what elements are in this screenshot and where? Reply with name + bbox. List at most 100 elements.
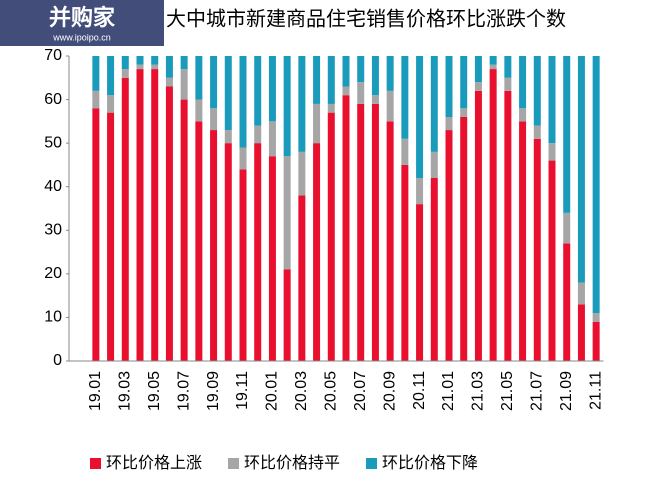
bar-segment xyxy=(210,108,218,131)
bar-segment xyxy=(548,56,556,144)
bar-segment xyxy=(313,103,321,144)
bar-segment xyxy=(445,117,453,131)
bar-segment xyxy=(283,56,291,157)
bar-segment xyxy=(460,108,468,117)
bar-segment xyxy=(474,56,482,83)
bar-segment xyxy=(533,125,541,139)
x-tick-label: 21.05 xyxy=(499,371,516,411)
legend-swatch xyxy=(90,458,101,469)
x-tick-label: 19.11 xyxy=(234,371,251,410)
bar-segment xyxy=(430,178,438,361)
bar-segment xyxy=(268,156,276,361)
watermark-name: 并购家 xyxy=(49,5,116,30)
bar-segment xyxy=(107,112,115,362)
bar-segment xyxy=(342,95,350,361)
bar-segment xyxy=(254,56,262,126)
bar-segment xyxy=(92,90,100,109)
bar-segment xyxy=(342,86,350,96)
x-tick-label: 19.03 xyxy=(117,371,134,411)
bar-segment xyxy=(327,112,335,362)
bar-segment xyxy=(386,90,394,122)
bar-segment xyxy=(371,95,379,104)
bar-segment xyxy=(313,143,321,361)
legend-label: 环比价格上涨 xyxy=(106,454,202,472)
y-tick-label: 0 xyxy=(53,352,62,369)
y-tick-label: 50 xyxy=(44,134,62,151)
watermark-box xyxy=(0,0,164,46)
bar-segment xyxy=(445,130,453,361)
bar-segment xyxy=(298,195,306,361)
y-tick-label: 30 xyxy=(44,222,62,239)
bar-segment xyxy=(224,56,232,131)
bar-segment xyxy=(592,56,600,314)
bar-segment xyxy=(121,77,129,362)
bar-segment xyxy=(195,99,203,122)
bar-segment xyxy=(577,56,585,283)
x-tick-label: 20.01 xyxy=(264,371,281,411)
bar-segment xyxy=(151,56,159,65)
bar-segment xyxy=(180,56,188,70)
bar-segment xyxy=(268,121,276,157)
bar-segment xyxy=(210,56,218,109)
legend-label: 环比价格下降 xyxy=(382,454,478,472)
bar-segment xyxy=(136,69,144,362)
bar-segment xyxy=(254,143,262,361)
bar-segment xyxy=(371,103,379,361)
bar-segment xyxy=(136,56,144,65)
bar-segment xyxy=(180,99,188,362)
bar-segment xyxy=(430,151,438,178)
chart-title: 大中城市新建商品住宅销售价格环比涨跌个数 xyxy=(166,7,566,30)
bar-segment xyxy=(92,56,100,91)
x-tick-label: 21.11 xyxy=(587,371,604,410)
bar-segment xyxy=(327,103,335,113)
bar-segment xyxy=(298,56,306,152)
x-tick-label: 20.07 xyxy=(352,371,369,411)
y-tick-label: 60 xyxy=(44,91,62,108)
x-tick-label: 20.03 xyxy=(293,371,310,411)
bar-segment xyxy=(239,56,247,148)
bar-segment xyxy=(519,56,527,109)
bar-segment xyxy=(533,56,541,126)
bar-segment xyxy=(165,86,173,361)
bar-segment xyxy=(474,82,482,91)
bar-segment xyxy=(357,56,365,83)
bar-segment xyxy=(107,56,115,96)
bar-segment xyxy=(460,56,468,109)
bar-segment xyxy=(210,130,218,361)
y-tick-label: 70 xyxy=(44,47,62,64)
bar-segment xyxy=(489,56,497,65)
bar-segment xyxy=(107,95,115,113)
bar-segment xyxy=(151,69,159,362)
x-tick-label: 20.09 xyxy=(381,371,398,411)
bar-segment xyxy=(283,156,291,270)
bar-segment xyxy=(195,121,203,361)
x-tick-label: 20.05 xyxy=(323,371,340,411)
bar-segment xyxy=(239,169,247,361)
bar-segment xyxy=(327,56,335,104)
x-tick-label: 19.07 xyxy=(175,371,192,411)
bar-segment xyxy=(416,178,424,205)
bar-segment xyxy=(165,56,173,78)
bar-segment xyxy=(592,321,600,361)
x-tick-label: 19.09 xyxy=(205,371,222,411)
bar-segment xyxy=(254,125,262,144)
bar-segment xyxy=(401,56,409,139)
bar-segment xyxy=(577,304,585,361)
x-tick-label: 19.01 xyxy=(87,371,104,411)
bar-segment xyxy=(430,56,438,152)
x-tick-label: 21.09 xyxy=(558,371,575,411)
bar-segment xyxy=(283,269,291,361)
bar-segment xyxy=(563,243,571,361)
x-tick-label: 19.05 xyxy=(146,371,163,411)
bar-segment xyxy=(548,143,556,161)
legend-label: 环比价格持平 xyxy=(244,454,340,472)
bar-segment xyxy=(504,56,512,78)
bar-segment xyxy=(92,108,100,362)
bar-segment xyxy=(357,82,365,104)
bar-segment xyxy=(386,121,394,361)
bar-segment xyxy=(519,108,527,122)
bar-segment xyxy=(195,56,203,100)
bar-segment xyxy=(180,69,188,100)
bar-segment xyxy=(548,160,556,361)
